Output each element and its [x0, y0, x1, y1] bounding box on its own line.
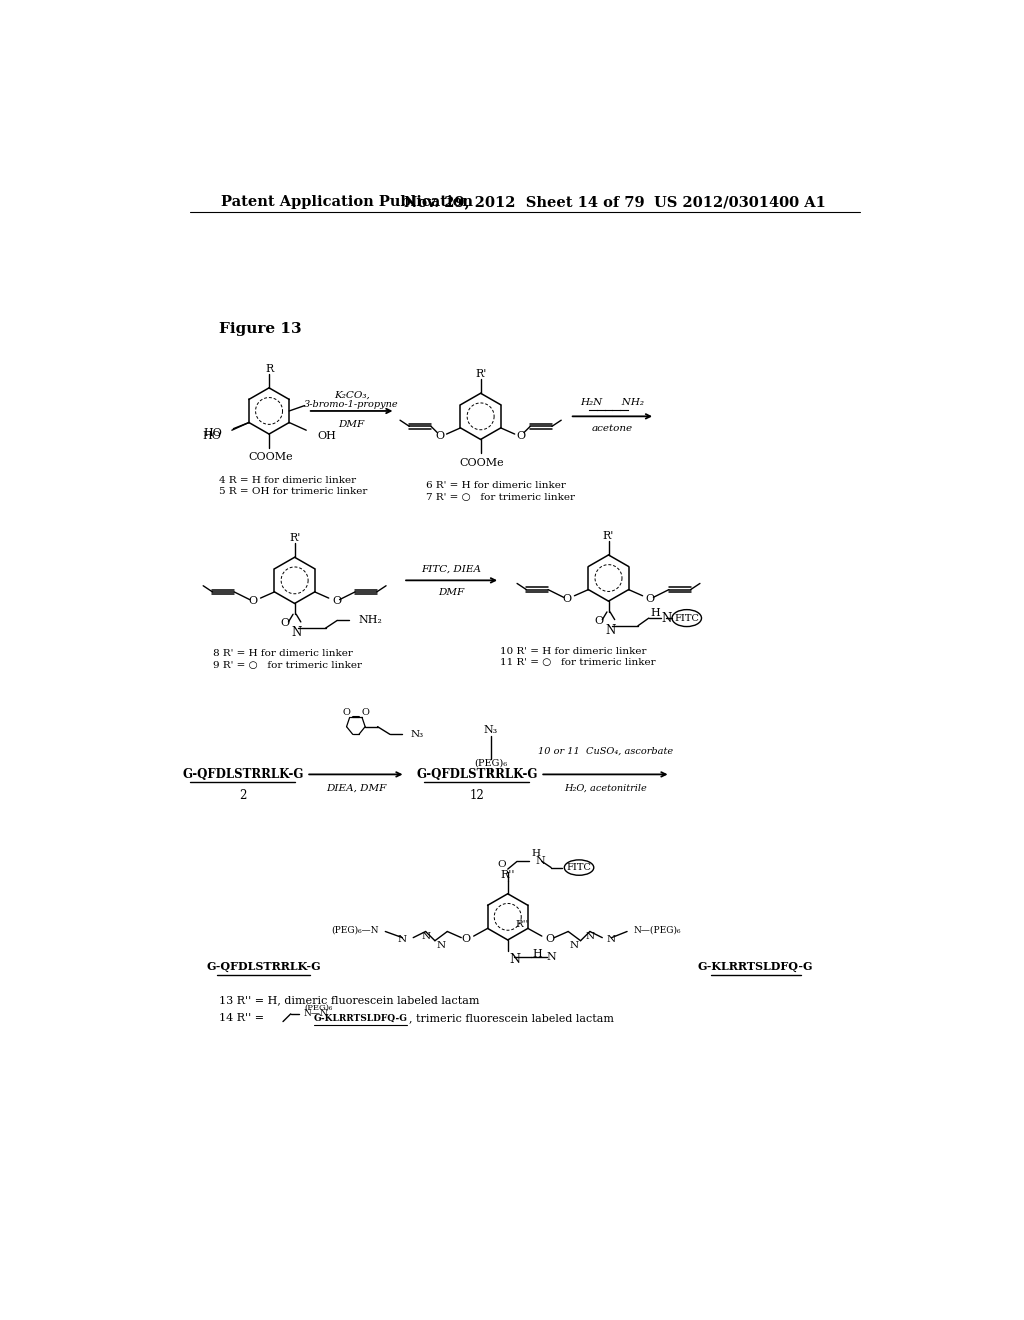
Text: O: O — [281, 619, 290, 628]
Text: 5 R = OH for trimeric linker: 5 R = OH for trimeric linker — [219, 487, 368, 496]
Text: 14 R'' =: 14 R'' = — [219, 1014, 264, 1023]
Text: N—N: N—N — [303, 1010, 328, 1018]
Text: O: O — [516, 430, 525, 441]
Text: O: O — [361, 709, 369, 717]
Text: N: N — [586, 932, 595, 941]
Text: R: R — [265, 364, 273, 375]
Text: (PEG)₆: (PEG)₆ — [304, 1003, 333, 1011]
Text: HO: HO — [203, 428, 222, 438]
Text: O: O — [462, 935, 470, 944]
Text: COOMe: COOMe — [248, 453, 293, 462]
Text: , trimeric fluorescein labeled lactam: , trimeric fluorescein labeled lactam — [409, 1014, 613, 1023]
Text: 12: 12 — [469, 789, 484, 803]
Text: H₂N      NH₂: H₂N NH₂ — [581, 399, 644, 407]
Text: O: O — [595, 616, 604, 626]
Text: N: N — [291, 626, 301, 639]
Text: O: O — [332, 597, 341, 606]
Text: 10 or 11  CuSO₄, ascorbate: 10 or 11 CuSO₄, ascorbate — [538, 747, 673, 756]
Text: Figure 13: Figure 13 — [219, 322, 302, 337]
Text: H: H — [531, 849, 540, 858]
Text: DMF: DMF — [339, 420, 365, 429]
Text: N: N — [436, 941, 445, 950]
Text: FITC, DIEA: FITC, DIEA — [422, 565, 481, 574]
Text: N₃: N₃ — [483, 725, 498, 735]
Text: 13 R'' = H, dimeric fluorescein labeled lactam: 13 R'' = H, dimeric fluorescein labeled … — [219, 995, 480, 1005]
Text: 6 R' = H for dimeric linker: 6 R' = H for dimeric linker — [426, 482, 566, 490]
Text: N: N — [536, 857, 546, 866]
Text: N: N — [398, 935, 407, 944]
Text: 7 R' = ○   for trimeric linker: 7 R' = ○ for trimeric linker — [426, 492, 575, 502]
Text: N: N — [547, 952, 556, 962]
Text: G-QFDLSTRRLK-G: G-QFDLSTRRLK-G — [182, 768, 303, 781]
Text: NH₂: NH₂ — [358, 615, 382, 626]
Text: N: N — [569, 941, 579, 950]
Text: 11 R' = ○   for trimeric linker: 11 R' = ○ for trimeric linker — [500, 659, 655, 667]
Text: 9 R' = ○   for trimeric linker: 9 R' = ○ for trimeric linker — [213, 660, 362, 669]
Text: K₂CO₃,: K₂CO₃, — [334, 391, 370, 400]
Text: 3-bromo-1-propyne: 3-bromo-1-propyne — [304, 400, 399, 409]
Text: FITC: FITC — [566, 863, 592, 873]
Text: R'': R'' — [501, 870, 515, 880]
Text: N: N — [605, 624, 615, 638]
Text: H₂O, acetonitrile: H₂O, acetonitrile — [564, 784, 647, 793]
Text: DMF: DMF — [438, 589, 465, 597]
Text: O: O — [498, 861, 506, 869]
Text: R': R' — [603, 531, 614, 541]
Text: G-KLRRTSLDFQ-G: G-KLRRTSLDFQ-G — [314, 1014, 408, 1023]
Text: OH: OH — [317, 432, 336, 441]
Text: O: O — [545, 935, 554, 944]
Text: 2: 2 — [239, 789, 247, 803]
Text: Nov. 29, 2012  Sheet 14 of 79: Nov. 29, 2012 Sheet 14 of 79 — [404, 195, 645, 210]
Text: (PEG)₆—N: (PEG)₆—N — [332, 925, 379, 935]
Text: FITC: FITC — [675, 614, 699, 623]
Text: COOMe: COOMe — [460, 458, 505, 467]
Text: N: N — [607, 935, 616, 944]
Text: Patent Application Publication: Patent Application Publication — [221, 195, 473, 210]
Text: N₃: N₃ — [410, 730, 423, 739]
Text: G-KLRRTSLDFQ-G: G-KLRRTSLDFQ-G — [698, 961, 813, 973]
Text: 4 R = H for dimeric linker: 4 R = H for dimeric linker — [219, 475, 356, 484]
Text: US 2012/0301400 A1: US 2012/0301400 A1 — [653, 195, 825, 210]
Text: H: H — [532, 949, 542, 958]
Text: O: O — [562, 594, 571, 603]
Text: N: N — [662, 611, 672, 624]
Text: N: N — [509, 953, 520, 966]
Text: 8 R' = H for dimeric linker: 8 R' = H for dimeric linker — [213, 649, 353, 657]
Text: acetone: acetone — [592, 424, 633, 433]
Text: N: N — [421, 932, 430, 941]
Text: O: O — [248, 597, 257, 606]
Text: (PEG)₆: (PEG)₆ — [474, 759, 507, 767]
Text: R': R' — [289, 533, 300, 543]
Text: N—(PEG)₆: N—(PEG)₆ — [633, 925, 681, 935]
Text: 10 R' = H for dimeric linker: 10 R' = H for dimeric linker — [500, 647, 646, 656]
Text: HO: HO — [202, 432, 221, 441]
Text: O: O — [343, 709, 350, 717]
Text: G-QFDLSTRRLK-G: G-QFDLSTRRLK-G — [206, 961, 321, 973]
Text: O: O — [436, 430, 444, 441]
Text: G-QFDLSTRRLK-G: G-QFDLSTRRLK-G — [416, 768, 538, 781]
Text: H: H — [650, 609, 659, 619]
Text: O: O — [646, 594, 655, 603]
Text: R': R' — [475, 370, 486, 379]
Text: R'': R'' — [515, 920, 528, 929]
Text: DIEA, DMF: DIEA, DMF — [326, 784, 386, 793]
